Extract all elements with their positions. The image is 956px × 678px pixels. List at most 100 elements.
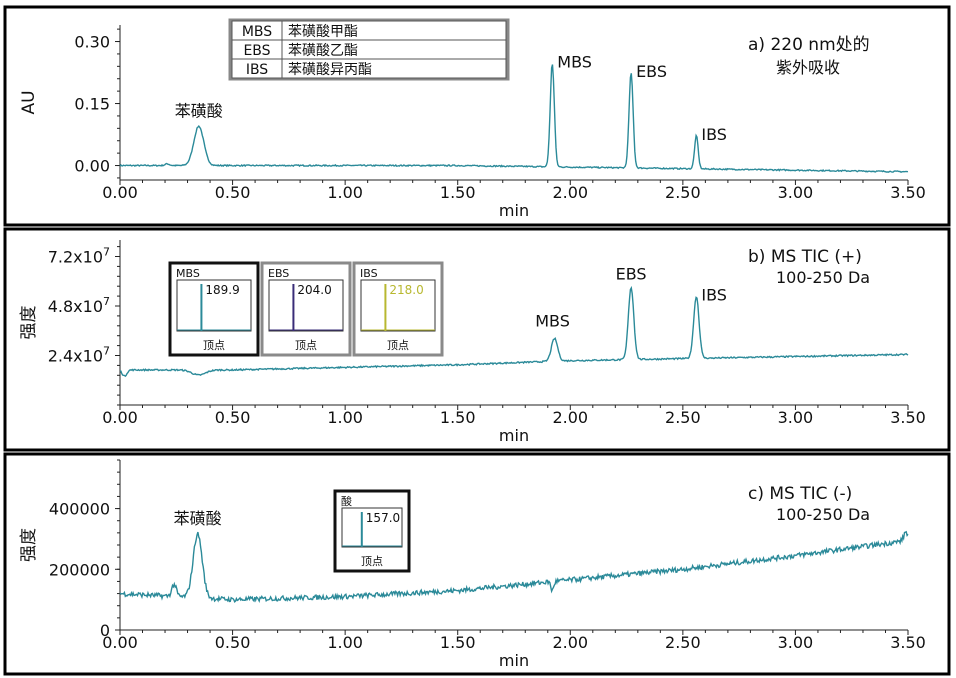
inset-mz-value: 218.0 — [389, 283, 423, 297]
legend-frame — [228, 18, 510, 81]
legend-name: 苯磺酸甲酯 — [288, 23, 358, 40]
x-tick-label: 3.00 — [778, 183, 814, 202]
inset-sublabel: 顶点 — [361, 555, 383, 568]
peak-label-ebs: EBS — [636, 62, 667, 81]
inset-plot-box — [360, 279, 436, 332]
x-tick-label: 1.50 — [440, 633, 476, 652]
y-tick-base: 2.4x10 — [48, 347, 103, 366]
peak-label-ebs: EBS — [616, 264, 647, 283]
x-axis-label: min — [499, 201, 529, 220]
inset-plot-box — [341, 507, 403, 548]
x-tick-label: 1.50 — [440, 408, 476, 427]
y-tick-label: 0.00 — [74, 157, 110, 176]
inset-sublabel: 顶点 — [387, 339, 409, 352]
x-tick-label: 0.00 — [102, 408, 138, 427]
panel-label: c) MS TIC (-) — [748, 484, 852, 504]
y-tick-label: 7.2x107 — [48, 246, 110, 267]
spectrum-inset-酸: 酸 157.0 顶点 — [333, 489, 411, 573]
peak-label-mbs: MBS — [535, 312, 570, 331]
y-tick-label: 4.8x107 — [48, 295, 110, 316]
chromatogram-trace — [119, 530, 909, 604]
inset-sublabel: 顶点 — [203, 339, 225, 352]
x-tick-label: 0.50 — [215, 183, 251, 202]
x-tick-label: 3.50 — [890, 633, 926, 652]
x-tick-label: 3.00 — [778, 408, 814, 427]
panel-label: a) 220 nm处的 — [748, 35, 870, 55]
y-tick-exponent: 7 — [103, 345, 110, 358]
x-tick-label: 0.00 — [102, 183, 138, 202]
x-tick-label: 0.00 — [102, 633, 138, 652]
panel-frame — [3, 227, 951, 452]
panel-c: 0.00 0.50 1.00 1.50 2.00 2.50 3.00 3.50 min 0 2000… — [3, 452, 951, 676]
spectrum-inset-mbs: MBS 189.9 顶点 — [168, 261, 260, 357]
y-tick-label: 400000 — [49, 500, 110, 519]
panel-frame — [3, 5, 951, 227]
inset-frame — [352, 261, 444, 357]
legend-abbr: IBS — [246, 62, 268, 78]
spectrum-inset-ibs: IBS 218.0 顶点 — [352, 261, 444, 357]
spectrum-inset-ebs: EBS 204.0 顶点 — [260, 261, 352, 357]
legend-abbr: MBS — [242, 24, 272, 40]
x-tick-label: 0.50 — [215, 408, 251, 427]
y-tick-base: 7.2x10 — [48, 248, 103, 267]
legend-name: 苯磺酸乙酯 — [288, 42, 358, 59]
panel-frame — [3, 452, 951, 676]
y-tick-exponent: 7 — [103, 295, 110, 308]
panel-label-secondary: 紫外吸收 — [776, 58, 840, 77]
x-tick-label: 1.00 — [327, 633, 363, 652]
panel-label: b) MS TIC (+) — [748, 247, 862, 267]
chromatogram-trace — [119, 285, 909, 378]
inset-mz-value: 189.9 — [205, 283, 239, 297]
peak-label-benzenesulfonic-acid: 苯磺酸 — [175, 101, 223, 120]
y-tick-label: 0 — [100, 621, 110, 640]
y-tick-exponent: 7 — [103, 246, 110, 259]
y-axis-label: 强度 — [19, 528, 39, 562]
inset-plot-box — [268, 279, 344, 332]
x-tick-label: 2.00 — [552, 633, 588, 652]
legend-cell — [281, 58, 507, 79]
inset-frame — [333, 489, 411, 573]
x-tick-label: 3.50 — [890, 408, 926, 427]
inset-title: 酸 — [341, 494, 352, 508]
inset-title: EBS — [268, 267, 289, 280]
y-tick-label: 2.4x107 — [48, 345, 110, 366]
x-tick-label: 1.50 — [440, 183, 476, 202]
peak-label-benzenesulfonic-acid: 苯磺酸 — [174, 509, 222, 528]
panel-label-secondary: 100-250 Da — [776, 268, 870, 287]
y-tick-label: 0.15 — [74, 95, 110, 114]
inset-title: IBS — [360, 267, 378, 280]
inset-title: MBS — [176, 267, 200, 280]
y-axis-label: AU — [19, 90, 39, 114]
x-tick-label: 2.50 — [665, 183, 701, 202]
inset-frame — [260, 261, 352, 357]
inset-sublabel: 顶点 — [295, 339, 317, 352]
panel-b: 0.00 0.50 1.00 1.50 2.00 2.50 3.00 3.50 min 2.4x1… — [3, 227, 951, 452]
legend-name: 苯磺酸异丙酯 — [288, 61, 372, 78]
x-tick-label: 0.50 — [215, 633, 251, 652]
inset-mz-value: 204.0 — [297, 283, 331, 297]
legend-table: MBS 苯磺酸甲酯 EBS 苯磺酸乙酯 IBS 苯磺酸异丙酯 — [228, 18, 510, 81]
chromatogram-trace — [119, 64, 909, 174]
panel-a: 0.00 0.50 1.00 1.50 2.00 2.50 3.00 3.50 min 0.00 0… — [3, 5, 951, 227]
inset-mz-value: 157.0 — [366, 511, 400, 525]
x-tick-label: 3.00 — [778, 633, 814, 652]
peak-label-ibs: IBS — [701, 125, 727, 144]
y-tick-base: 4.8x10 — [48, 297, 103, 316]
x-tick-label: 2.00 — [552, 408, 588, 427]
inset-plot-box — [176, 279, 252, 332]
x-tick-label: 1.00 — [327, 408, 363, 427]
x-tick-label: 1.00 — [327, 183, 363, 202]
panel-label-secondary: 100-250 Da — [776, 505, 870, 524]
legend-abbr: EBS — [243, 43, 270, 59]
inset-frame — [168, 261, 260, 357]
peak-label-mbs: MBS — [557, 53, 592, 72]
x-axis-label: min — [499, 651, 529, 670]
x-tick-label: 3.50 — [890, 183, 926, 202]
y-axis-label: 强度 — [19, 306, 39, 340]
x-tick-label: 2.50 — [665, 633, 701, 652]
y-tick-label: 200000 — [49, 560, 110, 579]
x-tick-label: 2.00 — [552, 183, 588, 202]
peak-label-ibs: IBS — [701, 285, 727, 304]
x-tick-label: 2.50 — [665, 408, 701, 427]
